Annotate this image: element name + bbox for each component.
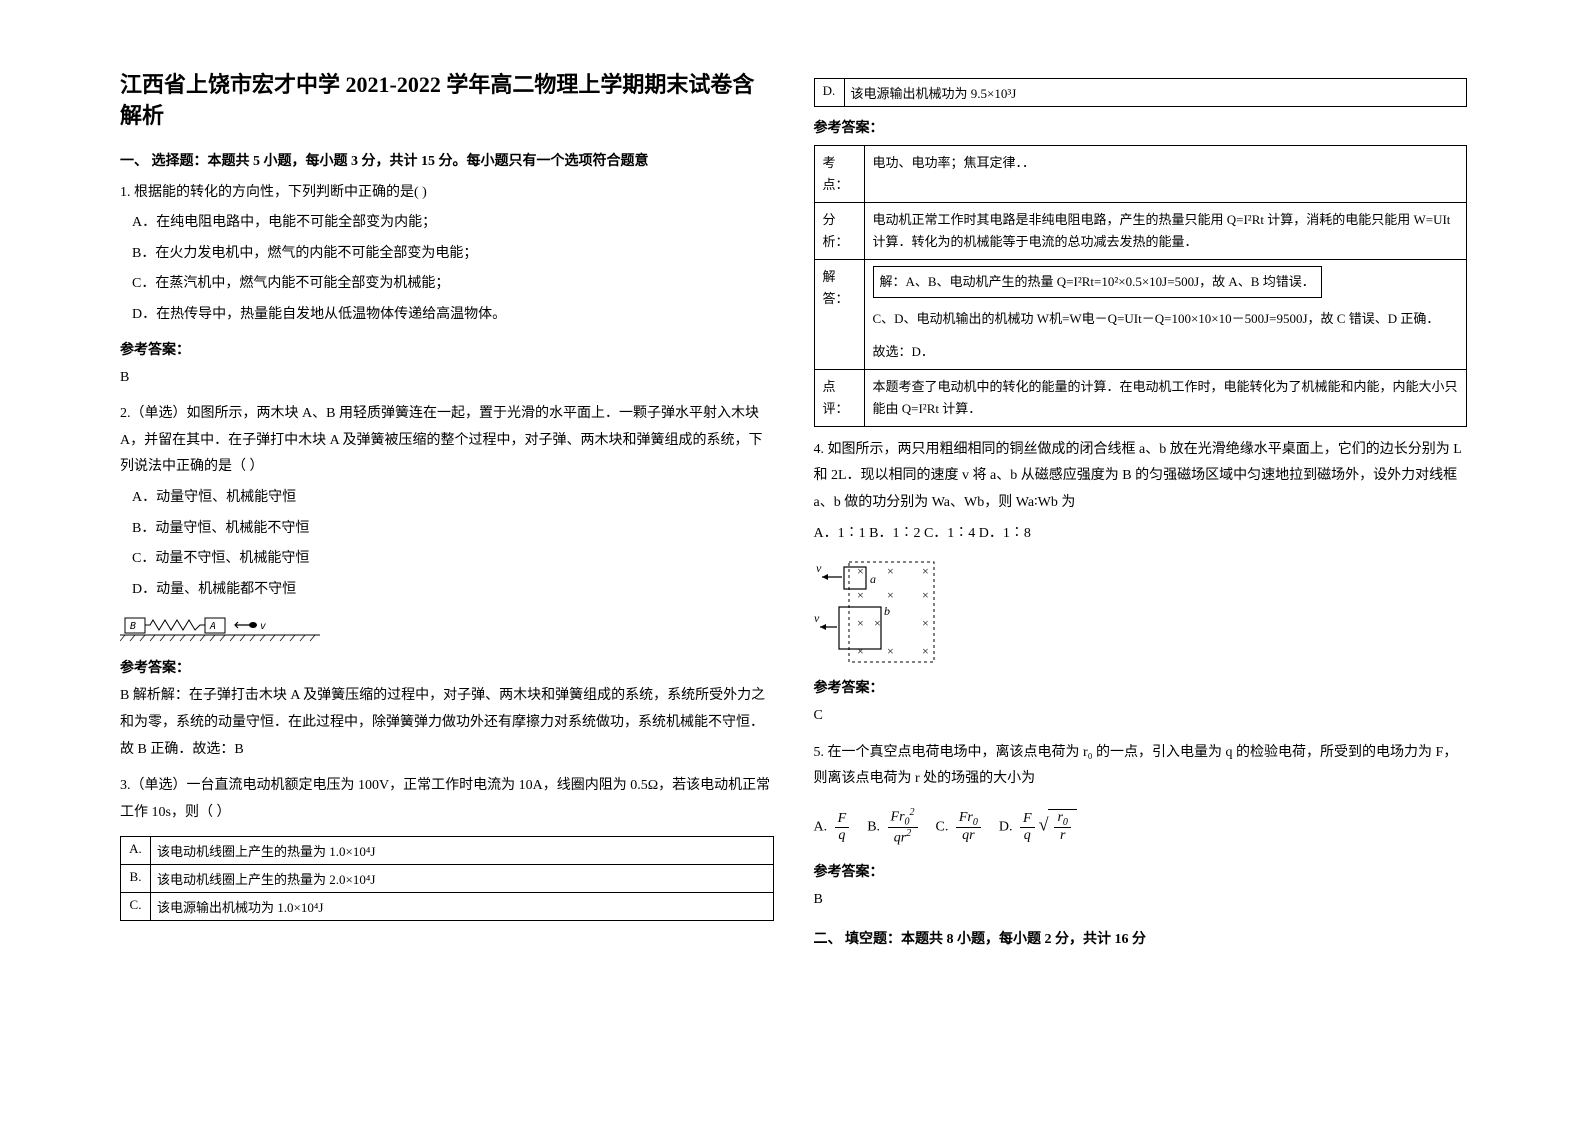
- question-1: 1. 根据能的转化的方向性，下列判断中正确的是( ) A．在纯电阻电路中，电能不…: [120, 180, 774, 329]
- q3-opt-d-label: D.: [814, 79, 844, 107]
- q5-opt-d-label: D.: [999, 819, 1013, 834]
- q3-jieda2: C、D、电动机输出的机械功 W机=W电－Q=UIt－Q=100×10×10－50…: [873, 308, 1459, 330]
- q3-opt-b-label: B.: [121, 865, 151, 893]
- question-4: 4. 如图所示，两只用粗细相同的铜丝做成的闭合线框 a、b 放在光滑绝缘水平桌面…: [814, 437, 1468, 547]
- q3-fenxi-label: 分析：: [814, 203, 864, 260]
- svg-text:×: ×: [922, 616, 929, 630]
- svg-text:×: ×: [922, 588, 929, 602]
- q5-stem: 5. 在一个真空点电荷电场中，离该点电荷为 r₀ 的一点，引入电量为 q 的检验…: [814, 740, 1468, 793]
- q5-opt-a-label: A.: [814, 819, 828, 834]
- q5-opt-a-formula: Fq: [835, 811, 850, 844]
- q3-dianping-text: 本题考查了电动机中的转化的能量的计算．在电动机工作时，电能转化为了机械能和内能，…: [864, 369, 1467, 426]
- q4-stem: 4. 如图所示，两只用粗细相同的铜丝做成的闭合线框 a、b 放在光滑绝缘水平桌面…: [814, 437, 1468, 517]
- q3-opt-b-text: 该电动机线圈上产生的热量为 2.0×10⁴J: [151, 865, 774, 893]
- q3-option-table: A.该电动机线圈上产生的热量为 1.0×10⁴J B.该电动机线圈上产生的热量为…: [120, 836, 774, 921]
- svg-text:×: ×: [887, 644, 894, 658]
- q2-opt-a: A．动量守恒、机械能守恒: [132, 485, 774, 512]
- magnetic-field-diagram: × × × × × × × × × × × × a b v v: [814, 557, 944, 667]
- svg-text:×: ×: [874, 616, 881, 630]
- svg-text:b: b: [884, 604, 890, 618]
- svg-text:v: v: [816, 561, 822, 575]
- q1-opt-d: D．在热传导中，热量能自发地从低温物体传递给高温物体。: [132, 302, 774, 329]
- svg-text:×: ×: [922, 644, 929, 658]
- q1-opt-c: C．在蒸汽机中，燃气内能不可能全部变为机械能；: [132, 271, 774, 298]
- q3-kaodian-label: 考点：: [814, 146, 864, 203]
- q3-jieda3: 故选：D．: [873, 341, 1459, 363]
- q3-jieda-label: 解答：: [814, 260, 864, 369]
- right-column: D.该电源输出机械功为 9.5×10³J 参考答案： 考点： 电功、电功率；焦耳…: [794, 70, 1488, 1072]
- svg-text:×: ×: [857, 644, 864, 658]
- q1-answer-label: 参考答案：: [120, 339, 774, 359]
- svg-text:A: A: [209, 621, 216, 632]
- q2-opt-d: D．动量、机械能都不守恒: [132, 577, 774, 604]
- q5-opt-b-formula: Fr02qr2: [888, 807, 918, 847]
- svg-text:v: v: [814, 611, 820, 625]
- left-column: 江西省上饶市宏才中学 2021-2022 学年高二物理上学期期末试卷含解析 一、…: [100, 70, 794, 1072]
- q2-opt-c: C．动量不守恒、机械能守恒: [132, 546, 774, 573]
- q3-dianping-label: 点评：: [814, 369, 864, 426]
- q3-analysis-table: 考点： 电功、电功率；焦耳定律．． 分析： 电动机正常工作时其电路是非纯电阻电路…: [814, 145, 1468, 427]
- svg-text:×: ×: [887, 564, 894, 578]
- q1-opt-b: B．在火力发电机中，燃气的内能不可能全部变为电能；: [132, 241, 774, 268]
- question-5: 5. 在一个真空点电荷电场中，离该点电荷为 r₀ 的一点，引入电量为 q 的检验…: [814, 740, 1468, 793]
- q3-opt-a-label: A.: [121, 837, 151, 865]
- svg-text:×: ×: [857, 588, 864, 602]
- q2-opt-b: B．动量守恒、机械能不守恒: [132, 516, 774, 543]
- svg-text:×: ×: [857, 616, 864, 630]
- q3-opt-d-text: 该电源输出机械功为 9.5×10³J: [844, 79, 1467, 107]
- svg-text:×: ×: [887, 588, 894, 602]
- q4-opts: A．1∶1 B．1∶2 C．1∶4 D．1∶8: [814, 521, 1468, 548]
- q5-options-row: A. Fq B. Fr02qr2 C. Fr0qr D. Fq√r0r: [814, 807, 1468, 847]
- q1-opt-a: A．在纯电阻电路中，电能不可能全部变为内能；: [132, 210, 774, 237]
- q5-answer: B: [814, 887, 1468, 914]
- svg-text:B: B: [130, 621, 136, 632]
- q5-opt-c-label: C.: [936, 819, 949, 834]
- q2-answer: B 解析解：在子弹打击木块 A 及弹簧压缩的过程中，对子弹、两木块和弹簧组成的系…: [120, 683, 774, 763]
- q3-fenxi-text: 电动机正常工作时其电路是非纯电阻电路，产生的热量只能用 Q=I²Rt 计算，消耗…: [864, 203, 1467, 260]
- svg-text:a: a: [870, 572, 876, 586]
- exam-title: 江西省上饶市宏才中学 2021-2022 学年高二物理上学期期末试卷含解析: [120, 70, 774, 132]
- question-3: 3.（单选）一台直流电动机额定电压为 100V，正常工作时电流为 10A，线圈内…: [120, 773, 774, 826]
- q5-opt-d-formula: Fq: [1020, 811, 1035, 844]
- spring-block-diagram: B A v: [120, 613, 774, 647]
- q5-opt-c-formula: Fr0qr: [956, 810, 981, 845]
- q3-opt-c-text: 该电源输出机械功为 1.0×10⁴J: [151, 893, 774, 921]
- svg-text:×: ×: [857, 564, 864, 578]
- q1-stem: 1. 根据能的转化的方向性，下列判断中正确的是( ): [120, 180, 774, 207]
- q1-answer: B: [120, 365, 774, 392]
- q3-jieda-cell: 解：A、B、电动机产生的热量 Q=I²Rt=10²×0.5×10J=500J，故…: [864, 260, 1467, 369]
- section1-heading: 一、 选择题：本题共 5 小题，每小题 3 分，共计 15 分。每小题只有一个选…: [120, 150, 774, 170]
- q2-answer-label: 参考答案：: [120, 657, 774, 677]
- q3-jieda1: 解：A、B、电动机产生的热量 Q=I²Rt=10²×0.5×10J=500J，故…: [873, 266, 1322, 298]
- q3-option-table-cont: D.该电源输出机械功为 9.5×10³J: [814, 78, 1468, 107]
- q3-opt-c-label: C.: [121, 893, 151, 921]
- q5-answer-label: 参考答案：: [814, 861, 1468, 881]
- q4-answer-label: 参考答案：: [814, 677, 1468, 697]
- svg-text:v: v: [260, 621, 266, 632]
- q3-answer-label: 参考答案：: [814, 117, 1468, 137]
- q3-opt-a-text: 该电动机线圈上产生的热量为 1.0×10⁴J: [151, 837, 774, 865]
- q3-kaodian-text: 电功、电功率；焦耳定律．．: [864, 146, 1467, 203]
- section2-heading: 二、 填空题：本题共 8 小题，每小题 2 分，共计 16 分: [814, 928, 1468, 948]
- q4-answer: C: [814, 703, 1468, 730]
- q3-stem: 3.（单选）一台直流电动机额定电压为 100V，正常工作时电流为 10A，线圈内…: [120, 773, 774, 826]
- question-2: 2.（单选）如图所示，两木块 A、B 用轻质弹簧连在一起，置于光滑的水平面上．一…: [120, 401, 774, 603]
- q5-opt-b-label: B.: [867, 819, 880, 834]
- q2-stem: 2.（单选）如图所示，两木块 A、B 用轻质弹簧连在一起，置于光滑的水平面上．一…: [120, 401, 774, 481]
- svg-text:×: ×: [922, 564, 929, 578]
